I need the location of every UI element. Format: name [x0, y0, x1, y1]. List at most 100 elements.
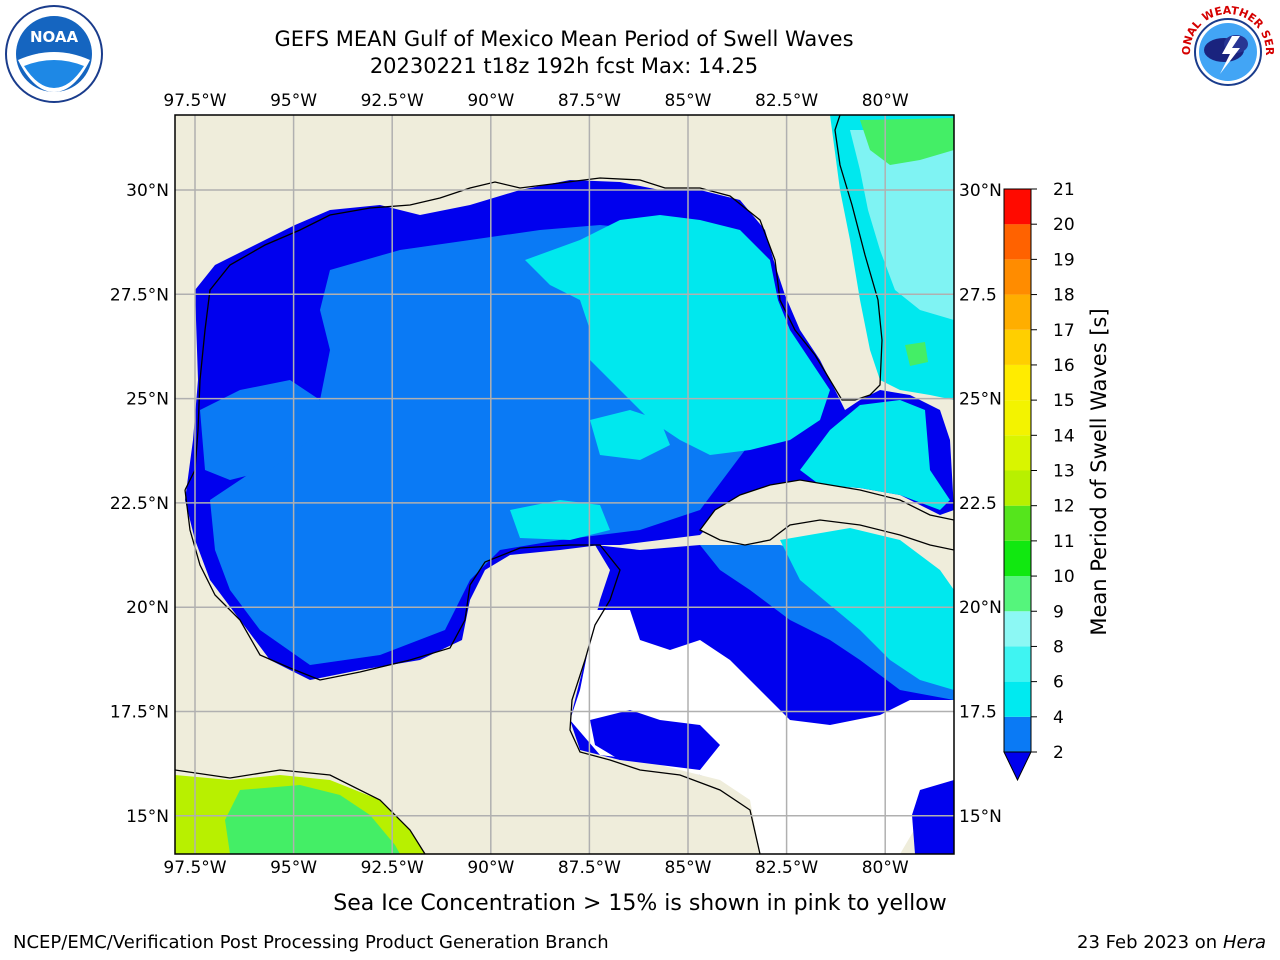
colorbar-cell — [1004, 329, 1031, 365]
atlantic-light-cyan-field — [850, 130, 954, 320]
gulf-cyan-patch — [510, 500, 610, 540]
colorbar-tick-label: 4 — [1053, 708, 1064, 728]
colorbar-cell — [1004, 189, 1031, 225]
gulf-cyan-field — [525, 215, 830, 455]
lon-tick-label: 90°W — [467, 858, 514, 878]
gulf-mid-blue-patch — [200, 380, 320, 480]
longitude-ticks-bottom: 97.5°W 95°W 92.5°W 90°W 87.5°W 85°W 82.5°W 80°W — [163, 858, 908, 878]
colorbar-tick-label: 14 — [1053, 426, 1075, 446]
caribbean-blue-patch — [912, 780, 954, 854]
lon-tick-label: 80°W — [862, 858, 909, 878]
colorbar-tick-label: 11 — [1053, 532, 1075, 552]
colorbar-cell — [1004, 259, 1031, 295]
colorbar-tick-label: 2 — [1053, 743, 1064, 763]
map-area — [175, 115, 954, 854]
lon-tick-label: 92.5°W — [361, 91, 424, 111]
map-frame — [174, 114, 955, 855]
caribbean-no-data-area — [570, 610, 954, 854]
lat-tick-label: 30°N — [959, 181, 1002, 201]
colorbar-cell — [1004, 470, 1031, 506]
colorbar-tick-label: 9 — [1053, 602, 1064, 622]
atlantic-green-patch — [860, 118, 954, 165]
pacific-green-field — [225, 785, 400, 854]
render-date-text: 23 Feb 2023 on — [1077, 932, 1218, 953]
mexico-coastline — [184, 489, 761, 854]
caribbean-cyan-field — [780, 528, 954, 690]
colorbar-cell — [1004, 400, 1031, 436]
colorbar-tick-label: 15 — [1053, 391, 1075, 411]
lat-tick-label: 17.5°N — [110, 703, 169, 723]
colorbar-cell — [1004, 540, 1031, 577]
map-gridlines — [175, 115, 954, 854]
lat-tick-label: 27.5 — [959, 285, 997, 305]
colorbar-cell — [1004, 576, 1031, 612]
noaa-logo: NOAA — [5, 5, 103, 103]
colorbar-tick-label: 16 — [1053, 356, 1075, 376]
colorbar-tick-label: 13 — [1053, 462, 1075, 482]
straits-cyan-field — [800, 400, 950, 510]
lon-tick-label: 80°W — [862, 91, 909, 111]
sea-ice-note: Sea Ice Concentration > 15% is shown in … — [333, 891, 947, 916]
colorbar-cell — [1004, 646, 1031, 682]
gulf-cyan-patch — [590, 410, 670, 460]
branch-credit: NCEP/EMC/Verification Post Processing Pr… — [13, 932, 609, 953]
colorbar-cell — [1004, 224, 1031, 260]
lon-tick-label: 95°W — [270, 858, 317, 878]
colorbar-tick-label: 20 — [1053, 215, 1075, 235]
lon-tick-label: 82.5°W — [755, 858, 818, 878]
latitude-ticks-left: 30°N 27.5°N 25°N 22.5°N 20°N 17.5°N 15°N — [110, 181, 169, 827]
colorbar-cell — [1004, 505, 1031, 541]
colorbar-tick-label: 17 — [1053, 321, 1075, 341]
colorbar-extend — [1003, 751, 1032, 782]
cuba-coastline — [699, 479, 954, 551]
lon-tick-label: 85°W — [665, 858, 712, 878]
colorbar-tick-label: 8 — [1053, 637, 1064, 657]
machine-name: Hera — [1222, 932, 1266, 953]
lat-tick-label: 15°N — [126, 807, 169, 827]
colorbar-label: Mean Period of Swell Waves [s] — [1087, 308, 1111, 635]
colorbar-tick-label: 19 — [1053, 250, 1075, 270]
lat-tick-label: 15°N — [959, 807, 1002, 827]
latitude-ticks-right: 30°N 27.5 25°N 22.5 20°N 17.5 15°N — [959, 181, 1002, 827]
lon-tick-label: 82.5°W — [755, 91, 818, 111]
lon-tick-label: 97.5°W — [163, 858, 226, 878]
longitude-ticks-top: 97.5°W 95°W 92.5°W 90°W 87.5°W 85°W 82.5°W 80°W — [163, 91, 908, 111]
lat-tick-label: 25°N — [959, 390, 1002, 410]
lat-tick-label: 22.5°N — [110, 494, 169, 514]
colorbar-cell — [1004, 716, 1031, 752]
lat-tick-label: 22.5 — [959, 494, 997, 514]
colorbar-cell — [1004, 364, 1031, 401]
colorbar-cell — [1004, 681, 1031, 717]
lat-tick-label: 30°N — [126, 181, 169, 201]
noaa-logo-text: NOAA — [30, 28, 79, 46]
gulf-coastline — [184, 115, 883, 491]
colorbar: 2 4 6 8 9 10 11 12 13 14 15 16 17 18 19 20 21 — [1003, 180, 1075, 782]
lat-tick-label: 20°N — [126, 598, 169, 618]
lon-tick-label: 92.5°W — [361, 858, 424, 878]
pacific-coastline — [175, 769, 426, 854]
lon-tick-label: 87.5°W — [558, 91, 621, 111]
lon-tick-label: 85°W — [665, 91, 712, 111]
colorbar-tick-label: 18 — [1053, 286, 1075, 306]
lat-tick-label: 27.5°N — [110, 285, 169, 305]
lon-tick-label: 87.5°W — [558, 858, 621, 878]
lat-tick-label: 25°N — [126, 390, 169, 410]
colorbar-cell — [1004, 435, 1031, 471]
colorbar-tick-label: 21 — [1053, 180, 1075, 200]
map-subtitle: 20230221 t18z 192h fcst Max: 14.25 — [369, 54, 759, 78]
atlantic-green-patch — [905, 342, 928, 366]
colorbar-cell — [1004, 294, 1031, 330]
lon-tick-label: 95°W — [270, 91, 317, 111]
colorbar-tick-label: 10 — [1053, 567, 1075, 587]
colorbar-cell — [1004, 611, 1031, 647]
lat-tick-label: 17.5 — [959, 703, 997, 723]
colorbar-tick-label: 6 — [1053, 673, 1064, 693]
render-date: 23 Feb 2023 on Hera — [1077, 932, 1266, 953]
colorbar-tick-label: 12 — [1053, 497, 1075, 517]
lat-tick-label: 20°N — [959, 598, 1002, 618]
lon-tick-label: 90°W — [467, 91, 514, 111]
lon-tick-label: 97.5°W — [163, 91, 226, 111]
map-title: GEFS MEAN Gulf of Mexico Mean Period of … — [274, 27, 854, 51]
nws-logo: NATIONAL WEATHER SERVICE — [1178, 2, 1276, 99]
